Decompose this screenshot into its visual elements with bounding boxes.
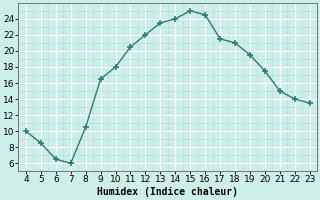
X-axis label: Humidex (Indice chaleur): Humidex (Indice chaleur) [97, 187, 238, 197]
